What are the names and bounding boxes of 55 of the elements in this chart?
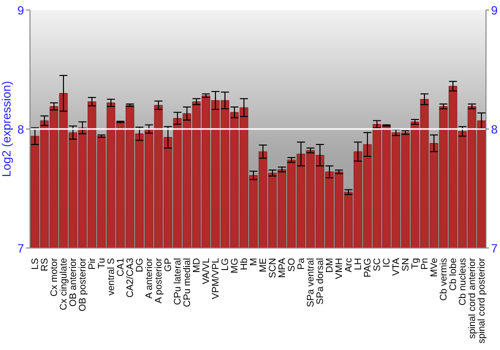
x-tick-label: Pir <box>87 258 98 270</box>
x-tick-label: Pa <box>296 257 308 270</box>
y2-tick-label: 9 <box>491 3 498 18</box>
y-tick-label: 9 <box>17 3 24 18</box>
x-tick-label: Hb <box>239 258 250 270</box>
x-tick-label: CA1 <box>116 258 127 276</box>
x-tick-label: spinal cord posterior <box>476 258 488 344</box>
x-tick-label: VA/VL <box>201 258 212 284</box>
x-tick-label: ventral S <box>106 258 118 296</box>
x-tick-label: OB anterior <box>68 258 80 307</box>
x-tick-label: M <box>248 258 260 266</box>
y-axis-title: Log2 (expression) <box>0 80 14 178</box>
x-tick-label: Cb lobe <box>448 258 460 291</box>
x-tick-label: CPu lateral <box>172 258 184 305</box>
x-tick-label: OB posterior <box>78 258 89 312</box>
x-tick-label: MPA <box>277 257 288 278</box>
x-tick-label: Tg <box>410 258 422 270</box>
x-tick-label: Tu <box>96 258 108 269</box>
x-tick-label: SC <box>372 258 384 272</box>
x-tick-label: DG <box>134 258 146 272</box>
x-tick-label: SO <box>286 258 298 272</box>
x-tick-label: MG <box>230 258 241 274</box>
x-tick-label: VMH <box>334 258 346 280</box>
x-tick-label: Pn <box>420 258 431 270</box>
x-tick-label: LH <box>353 258 364 270</box>
x-tick-label: A posterior <box>154 258 165 304</box>
y-tick-label: 7 <box>17 241 24 256</box>
x-tick-label: Cb vermis <box>438 258 450 301</box>
y2-tick-label: 7 <box>491 241 498 256</box>
x-tick-label: SPa ventral <box>306 258 317 308</box>
x-tick-label: Cb nucleus <box>458 258 469 306</box>
x-tick-label: PAG <box>362 258 374 278</box>
x-tick-label: SN <box>400 258 412 272</box>
x-tick-label: DM <box>324 258 336 273</box>
y-tick-label: 8 <box>17 122 24 136</box>
x-tick-label: LG <box>220 258 232 271</box>
x-tick-label: SCN <box>268 258 279 278</box>
x-tick-label: CA2/CA3 <box>125 258 136 298</box>
x-tick-label: MD <box>192 258 203 273</box>
x-tick-label: spinal cord anterior <box>467 258 478 339</box>
x-tick-label: VTA <box>391 257 402 276</box>
x-tick-label: Arc <box>344 258 355 272</box>
x-tick-label: MVe <box>429 258 440 278</box>
x-tick-label: CPu medial <box>182 258 194 308</box>
x-tick-label: Cx motor <box>49 258 60 297</box>
x-tick-label: Cx cingulate <box>58 258 70 310</box>
x-tick-label: RS <box>40 258 51 272</box>
x-tick-label: ME <box>258 258 270 272</box>
x-tick-label: LS <box>30 258 42 270</box>
x-tick-label: SPa dorsal <box>315 258 326 304</box>
x-tick-label: GP <box>163 258 174 272</box>
x-tick-label: IC <box>382 258 393 268</box>
y2-tick-label: 8 <box>491 122 498 136</box>
x-tick-label: A anterior <box>144 258 156 299</box>
x-tick-label: VPM/VPL <box>210 258 222 300</box>
